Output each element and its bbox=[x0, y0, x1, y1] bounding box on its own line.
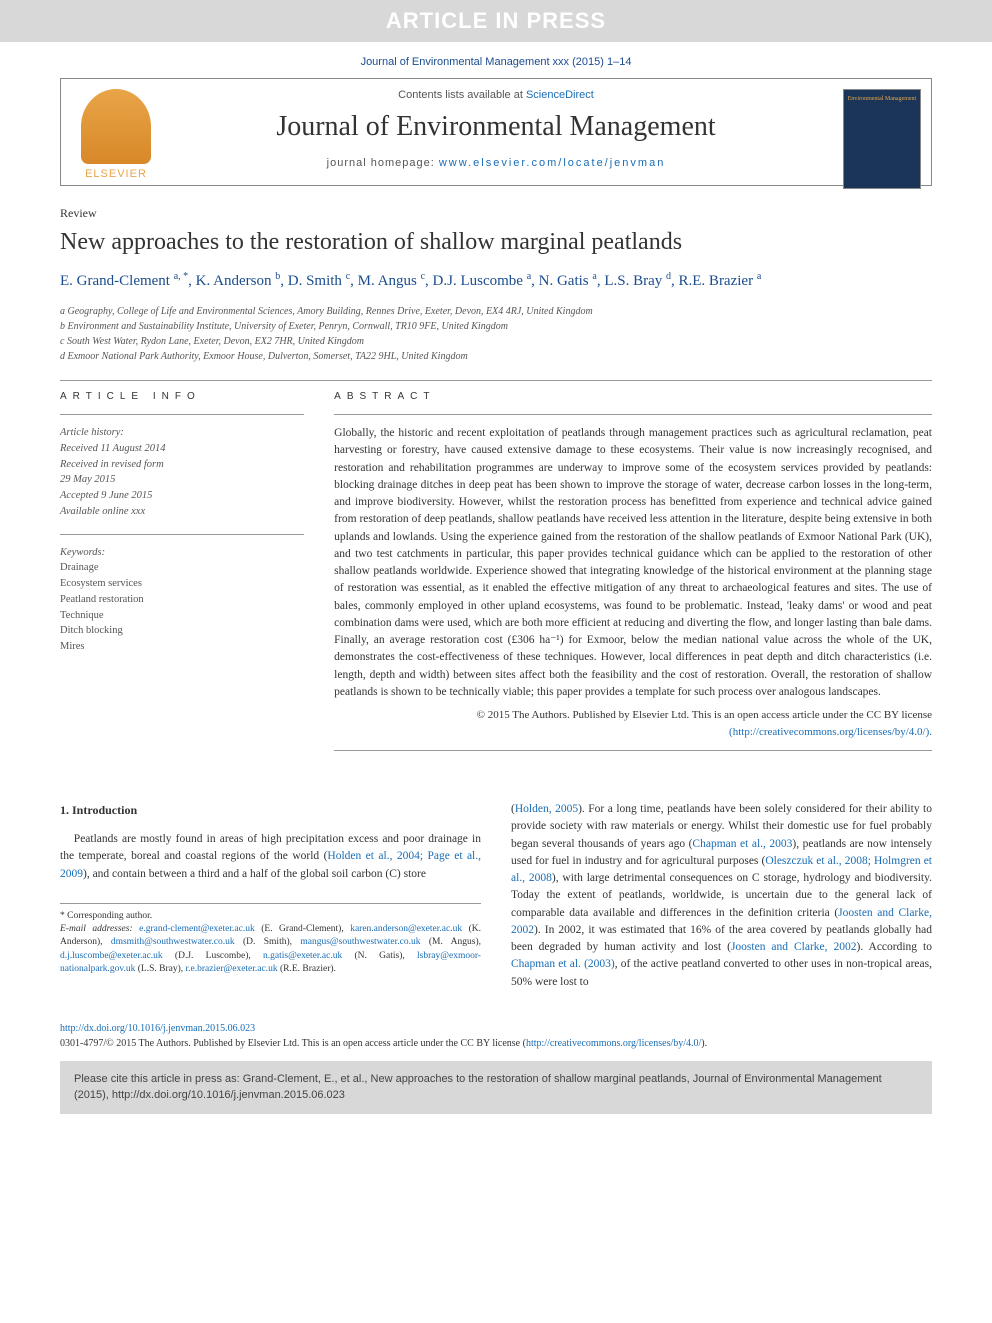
cc-license-link[interactable]: (http://creativecommons.org/licenses/by/… bbox=[729, 726, 932, 738]
email-link[interactable]: n.gatis@exeter.ac.uk bbox=[263, 951, 342, 961]
history-line: Received 11 August 2014 bbox=[60, 441, 304, 457]
email-link[interactable]: mangus@southwestwater.co.uk bbox=[300, 937, 420, 947]
email-link[interactable]: dmsmith@southwestwater.co.uk bbox=[111, 937, 235, 947]
contents-pre: Contents lists available at bbox=[398, 89, 526, 101]
copyright-pre: © 2015 The Authors. Published by Elsevie… bbox=[477, 709, 932, 721]
email-link[interactable]: e.grand-clement@exeter.ac.uk bbox=[139, 924, 255, 934]
citation-link[interactable]: Joosten and Clarke, 2002 bbox=[731, 941, 857, 953]
citation-link[interactable]: Chapman et al., 2003 bbox=[692, 838, 792, 850]
affiliations: a Geography, College of Life and Environ… bbox=[60, 304, 932, 364]
body-col-right: (Holden, 2005). For a long time, peatlan… bbox=[511, 801, 932, 991]
email-link[interactable]: karen.anderson@exeter.ac.uk bbox=[350, 924, 462, 934]
elsevier-label: ELSEVIER bbox=[85, 168, 147, 180]
section-heading: 1. Introduction bbox=[60, 801, 481, 819]
doi-link[interactable]: http://dx.doi.org/10.1016/j.jenvman.2015… bbox=[60, 1023, 255, 1034]
keywords-block: Keywords: DrainageEcosystem servicesPeat… bbox=[60, 545, 304, 655]
doi-block: http://dx.doi.org/10.1016/j.jenvman.2015… bbox=[60, 1021, 932, 1051]
email-link[interactable]: r.e.brazier@exeter.ac.uk bbox=[186, 964, 278, 974]
body-paragraph: (Holden, 2005). For a long time, peatlan… bbox=[511, 801, 932, 991]
cc-license-link[interactable]: http://creativecommons.org/licenses/by/4… bbox=[526, 1038, 701, 1049]
body-col-left: 1. Introduction Peatlands are mostly fou… bbox=[60, 801, 481, 991]
keyword: Technique bbox=[60, 608, 304, 624]
homepage-link[interactable]: www.elsevier.com/locate/jenvman bbox=[439, 157, 665, 169]
elsevier-logo: ELSEVIER bbox=[71, 89, 161, 189]
article-history: Article history: Received 11 August 2014… bbox=[60, 425, 304, 520]
history-line: Accepted 9 June 2015 bbox=[60, 488, 304, 504]
corresponding-author: * Corresponding author. bbox=[60, 910, 481, 923]
keyword: Ecosystem services bbox=[60, 576, 304, 592]
top-citation: Journal of Environmental Management xxx … bbox=[0, 42, 992, 78]
homepage-line: journal homepage: www.elsevier.com/locat… bbox=[191, 157, 801, 169]
keyword: Peatland restoration bbox=[60, 592, 304, 608]
history-line: Received in revised form bbox=[60, 457, 304, 473]
issn-line-a: 0301-4797/© 2015 The Authors. Published … bbox=[60, 1038, 526, 1049]
history-label: Article history: bbox=[60, 425, 304, 441]
info-abstract-row: ARTICLE INFO Article history: Received 1… bbox=[60, 391, 932, 761]
sciencedirect-link[interactable]: ScienceDirect bbox=[526, 89, 594, 101]
article-title: New approaches to the restoration of sha… bbox=[60, 229, 932, 256]
elsevier-tree-icon bbox=[81, 89, 151, 164]
journal-name: Journal of Environmental Management bbox=[191, 111, 801, 143]
citation-link[interactable]: Chapman et al. (2003) bbox=[511, 958, 615, 970]
divider bbox=[60, 534, 304, 535]
affiliation: a Geography, College of Life and Environ… bbox=[60, 304, 932, 319]
history-line: Available online xxx bbox=[60, 504, 304, 520]
keyword: Ditch blocking bbox=[60, 623, 304, 639]
homepage-pre: journal homepage: bbox=[327, 157, 439, 169]
abstract-column: ABSTRACT Globally, the historic and rece… bbox=[334, 391, 932, 761]
affiliation: d Exmoor National Park Authority, Exmoor… bbox=[60, 349, 932, 364]
cover-title: Environmental Management bbox=[848, 96, 916, 102]
divider bbox=[60, 414, 304, 415]
keywords-label: Keywords: bbox=[60, 545, 304, 561]
cite-this-article-box: Please cite this article in press as: Gr… bbox=[60, 1061, 932, 1114]
email-addresses: E-mail addresses: e.grand-clement@exeter… bbox=[60, 923, 481, 976]
keyword: Drainage bbox=[60, 560, 304, 576]
journal-cover-thumbnail: Environmental Management bbox=[843, 89, 921, 189]
contents-lists-line: Contents lists available at ScienceDirec… bbox=[191, 89, 801, 101]
body-columns: 1. Introduction Peatlands are mostly fou… bbox=[60, 801, 932, 991]
body-paragraph: Peatlands are mostly found in areas of h… bbox=[60, 831, 481, 883]
abstract-text: Globally, the historic and recent exploi… bbox=[334, 425, 932, 701]
divider bbox=[334, 750, 932, 751]
article-info-label: ARTICLE INFO bbox=[60, 391, 304, 402]
issn-line-b: ). bbox=[701, 1038, 707, 1049]
footnote-block: * Corresponding author. E-mail addresses… bbox=[60, 903, 481, 976]
article-type: Review bbox=[60, 206, 932, 221]
journal-header-box: ELSEVIER Environmental Management Conten… bbox=[60, 78, 932, 186]
keyword: Mires bbox=[60, 639, 304, 655]
abstract-copyright: © 2015 The Authors. Published by Elsevie… bbox=[334, 707, 932, 740]
content-area: Review New approaches to the restoration… bbox=[0, 206, 992, 991]
affiliation: b Environment and Sustainability Institu… bbox=[60, 319, 932, 334]
divider bbox=[334, 414, 932, 415]
email-link[interactable]: d.j.luscombe@exeter.ac.uk bbox=[60, 951, 163, 961]
history-line: 29 May 2015 bbox=[60, 472, 304, 488]
divider bbox=[60, 380, 932, 381]
abstract-label: ABSTRACT bbox=[334, 391, 932, 402]
in-press-banner: ARTICLE IN PRESS bbox=[0, 0, 992, 42]
citation-link[interactable]: Holden, 2005 bbox=[515, 803, 578, 815]
authors-line: E. Grand-Clement a, *, K. Anderson b, D.… bbox=[60, 270, 932, 292]
affiliation: c South West Water, Rydon Lane, Exeter, … bbox=[60, 334, 932, 349]
article-info-column: ARTICLE INFO Article history: Received 1… bbox=[60, 391, 304, 761]
